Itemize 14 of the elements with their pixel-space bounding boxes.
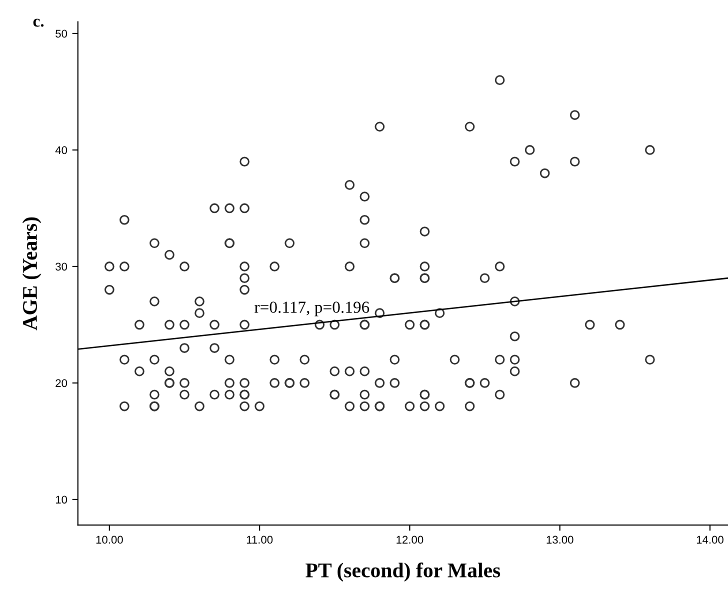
x-tick-label: 10.00: [96, 536, 123, 544]
x-tick-label: 13.00: [546, 536, 574, 544]
x-axis-title: PT (second) for Males: [306, 562, 500, 582]
x-tick-label: 11.00: [246, 536, 273, 544]
y-tick-label: 20: [56, 379, 68, 388]
x-tick-label: 12.00: [396, 536, 424, 544]
y-tick-label: 10: [56, 496, 68, 504]
text: c.: [33, 18, 44, 27]
x-tick-label: 14.00: [696, 536, 724, 544]
y-axis-title: AGE (Years): [22, 217, 42, 330]
y-tick-label: 40: [55, 146, 68, 154]
y-tick-label: 30: [56, 262, 68, 271]
annotation: r=0.117, p=0.196: [254, 302, 370, 316]
y-tick-label: 50: [56, 30, 68, 38]
